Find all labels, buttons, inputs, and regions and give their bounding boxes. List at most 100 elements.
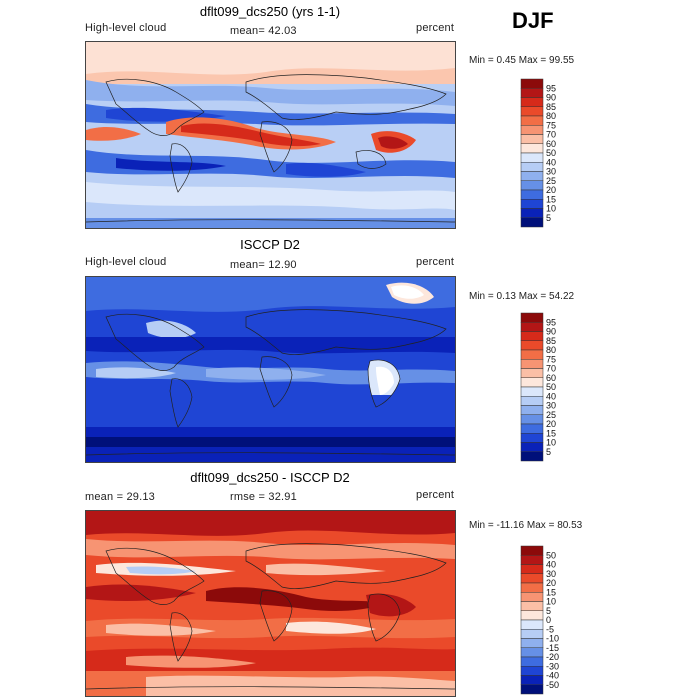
colorbar-tick-label: 85: [546, 102, 556, 112]
colorbar-swatch: [520, 555, 544, 565]
panel-3-title: dflt099_dcs250 - ISCCP D2: [190, 470, 350, 485]
panel-1-map: [85, 41, 456, 229]
colorbar-swatch: [520, 647, 544, 658]
panel-3-mean: mean = 29.13: [85, 491, 155, 503]
colorbar-tick-label: 50: [546, 550, 556, 560]
colorbar-swatch: [520, 629, 544, 639]
colorbar-tick-label: 80: [546, 345, 556, 355]
colorbar-tick-label: 20: [546, 185, 556, 195]
panel-3-map: [85, 510, 456, 697]
colorbar-tick-label: 30: [546, 167, 556, 177]
colorbar-swatch: [520, 396, 544, 406]
colorbar-swatch: [520, 78, 544, 89]
panel-2-title: ISCCP D2: [240, 237, 300, 252]
colorbar-swatch: [520, 573, 544, 584]
colorbar-tick-label: 90: [546, 93, 556, 103]
colorbar-tick-label: 20: [546, 578, 556, 588]
colorbar-tick-label: 95: [546, 317, 556, 327]
colorbar-tick-label: 10: [546, 597, 556, 607]
panel-3-minmax: Min = -11.16 Max = 80.53: [469, 520, 583, 531]
colorbar-swatch: [520, 217, 544, 228]
colorbar-swatch: [520, 162, 544, 172]
panel-3-map-field: [86, 511, 455, 696]
panel-3-units: percent: [416, 489, 455, 501]
colorbar-tick-label: 10: [546, 204, 556, 214]
colorbar-tick-label: 70: [546, 364, 556, 374]
colorbar-swatch: [520, 619, 544, 630]
colorbar-swatch: [520, 675, 544, 685]
colorbar-tick-label: 85: [546, 336, 556, 346]
colorbar-tick-label: 5: [546, 447, 551, 457]
colorbar-swatch: [520, 106, 544, 117]
colorbar-swatch: [520, 666, 544, 676]
colorbar-swatch: [520, 368, 544, 378]
colorbar-tick-label: 20: [546, 419, 556, 429]
colorbar-swatch: [520, 377, 544, 388]
colorbar-swatch: [520, 433, 544, 443]
panel-2-map: [85, 276, 456, 463]
colorbar-swatch: [520, 180, 544, 191]
colorbar-swatch: [520, 152, 544, 163]
colorbar-tick-label: 90: [546, 327, 556, 337]
colorbar-swatch: [520, 451, 544, 462]
colorbar-tick-label: -15: [546, 643, 559, 653]
colorbar-swatch: [520, 340, 544, 351]
colorbar-swatch: [520, 638, 544, 648]
colorbar-tick-label: 40: [546, 157, 556, 167]
colorbar-swatch: [520, 610, 544, 621]
colorbar-tick-label: 25: [546, 410, 556, 420]
colorbar-tick-label: 50: [546, 382, 556, 392]
colorbar-swatch: [520, 322, 544, 332]
colorbar-tick-label: -5: [546, 624, 554, 634]
colorbar-tick-label: 40: [546, 391, 556, 401]
colorbar-tick-label: -40: [546, 671, 559, 681]
colorbar-swatch: [520, 442, 544, 452]
colorbar-tick-label: 70: [546, 130, 556, 140]
colorbar-tick-label: 30: [546, 569, 556, 579]
colorbar-tick-label: 15: [546, 428, 556, 438]
colorbar-swatch: [520, 331, 544, 341]
colorbar-swatch: [520, 189, 544, 200]
colorbar-swatch: [520, 592, 544, 602]
colorbar-swatch: [520, 582, 544, 593]
panel-2-variable: High-level cloud: [85, 256, 167, 268]
panel-1-variable: High-level cloud: [85, 22, 167, 34]
colorbar-tick-label: 10: [546, 438, 556, 448]
colorbar-tick-label: 75: [546, 354, 556, 364]
panel-2-minmax: Min = 0.13 Max = 54.22: [469, 291, 575, 302]
panel-2-map-field: [86, 277, 455, 462]
colorbar-tick-label: 60: [546, 373, 556, 383]
colorbar-swatch: [520, 684, 544, 695]
colorbar-tick-label: 0: [546, 615, 551, 625]
colorbar-swatch: [520, 386, 544, 397]
colorbar-swatch: [520, 208, 544, 218]
colorbar-tick-label: -30: [546, 661, 559, 671]
panel-1-title: dflt099_dcs250 (yrs 1-1): [199, 4, 341, 19]
panel-3-rmse: rmse = 32.91: [230, 491, 297, 503]
colorbar-swatch: [520, 359, 544, 369]
colorbar-swatch: [520, 125, 544, 135]
colorbar-swatch: [520, 545, 544, 556]
colorbar-swatch: [520, 97, 544, 107]
colorbar-swatch: [520, 405, 544, 415]
colorbar-tick-label: -20: [546, 652, 559, 662]
panel-1-units: percent: [416, 22, 455, 34]
colorbar-swatch: [520, 423, 544, 434]
panel-2-units: percent: [416, 256, 455, 268]
colorbar-tick-label: 15: [546, 587, 556, 597]
panel-1-minmax: Min = 0.45 Max = 99.55: [469, 55, 575, 66]
colorbar-tick-label: 25: [546, 176, 556, 186]
panel-3-colorbar: 50 40 30 20 15 10 5 0 -5 -10 -15 -20 -30 -40 -50: [520, 545, 581, 695]
colorbar-swatch: [520, 88, 544, 98]
colorbar-tick-label: 15: [546, 194, 556, 204]
colorbar-swatch: [520, 143, 544, 154]
colorbar-tick-label: 30: [546, 401, 556, 411]
colorbar-swatch: [520, 414, 544, 425]
colorbar-tick-label: 80: [546, 111, 556, 121]
colorbar-swatch: [520, 349, 544, 360]
colorbar-tick-label: 5: [546, 606, 551, 616]
colorbar-tick-label: 95: [546, 83, 556, 93]
colorbar-swatch: [520, 601, 544, 611]
colorbar-tick-label: 60: [546, 139, 556, 149]
